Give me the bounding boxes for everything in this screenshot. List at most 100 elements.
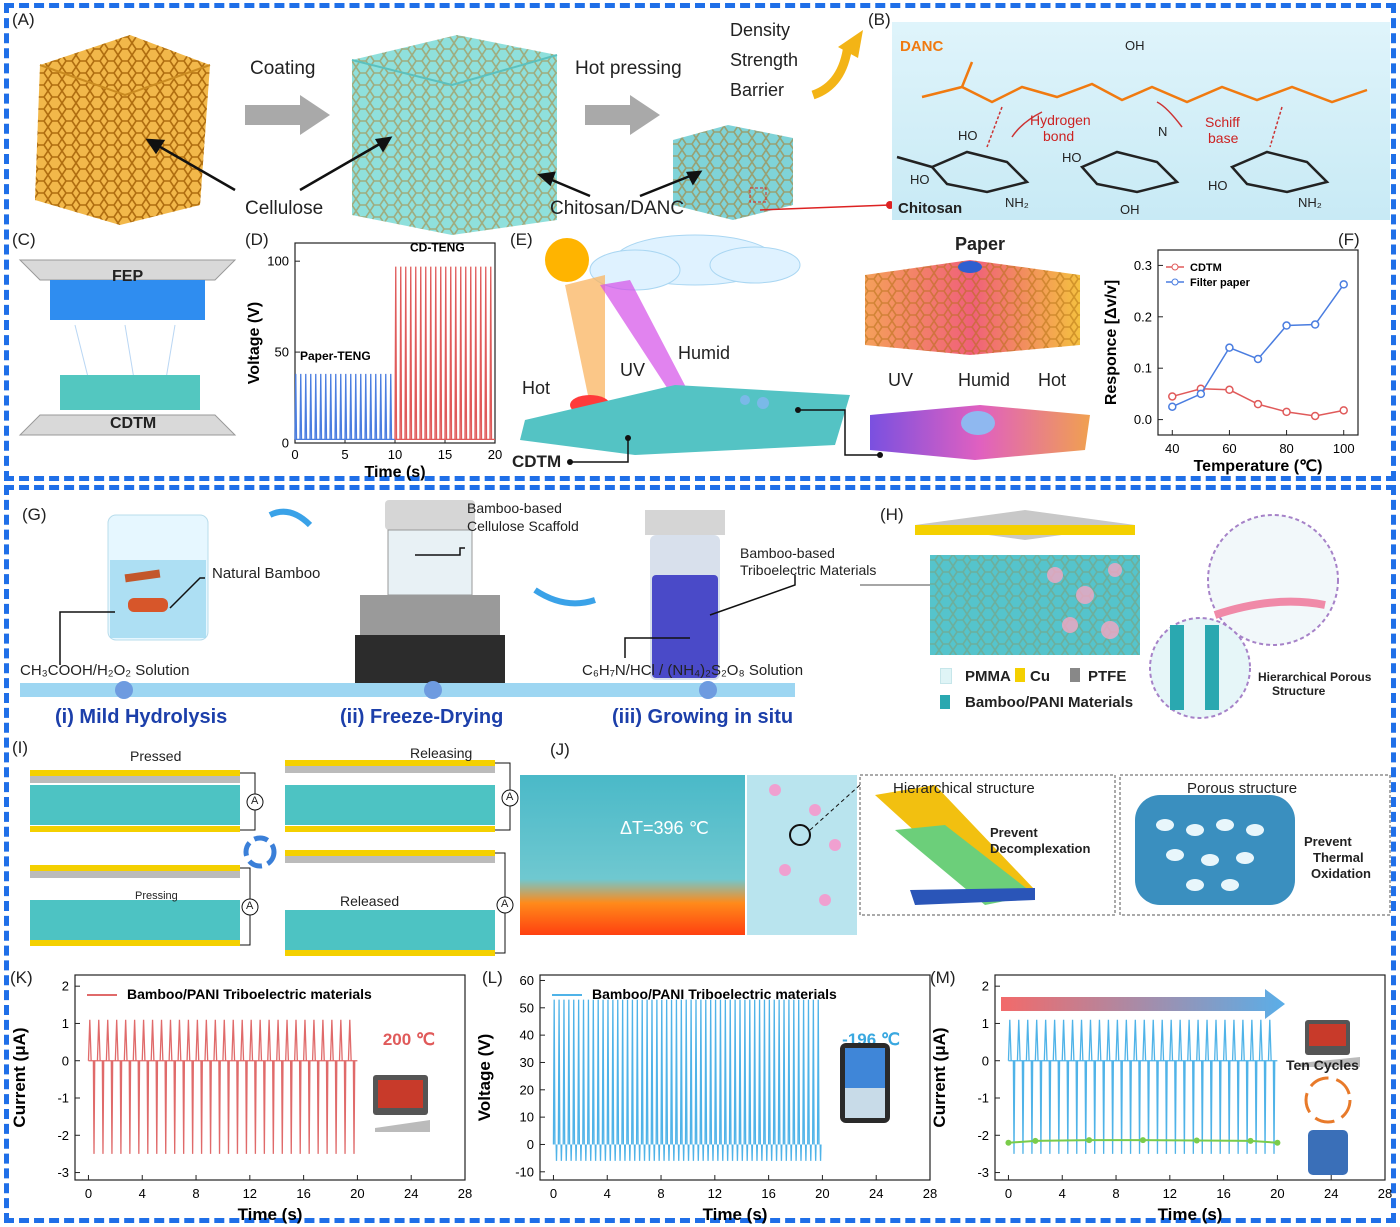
y-axis-label: Voltage (V) — [475, 1034, 494, 1122]
cdtm-label-e: CDTM — [512, 452, 562, 471]
step-2-label: (ii) Freeze-Drying — [340, 706, 504, 728]
chitosan-label: Chitosan — [898, 200, 963, 217]
callout-arrows — [145, 136, 894, 211]
data-point — [1253, 399, 1263, 409]
hydrogen-bond-label-2: bond — [1043, 128, 1075, 144]
y-tick-label: -1 — [977, 1091, 989, 1106]
decomplexation-label: Decomplexation — [990, 841, 1091, 856]
y-axis-label: Current (μA) — [10, 1027, 29, 1127]
data-point — [1282, 321, 1291, 330]
working-mechanism-diagram — [30, 760, 519, 956]
releasing-label: Releasing — [410, 745, 473, 761]
ho-label-2: HO — [910, 172, 930, 187]
series-label: CD-TENG — [410, 241, 465, 255]
ho-label-3: HO — [1062, 150, 1082, 165]
top-panel-frame — [4, 3, 1396, 481]
x-tick-label: 12 — [243, 1186, 257, 1201]
panel-label-l: (L) — [482, 968, 503, 987]
cellulose-cube-image — [35, 35, 211, 225]
series-line — [552, 999, 822, 1161]
x-tick-label: 8 — [657, 1186, 664, 1201]
y-axis-label: Responce [Δv/v] — [1103, 280, 1120, 405]
temperature-annotation: 200 ℃ — [383, 1030, 435, 1049]
humid-label: Humid — [678, 343, 731, 363]
legend-pmma: PMMA — [965, 668, 1011, 685]
x-tick-label: 16 — [296, 1186, 310, 1201]
y-tick-label: -10 — [515, 1164, 534, 1179]
data-point — [1225, 343, 1234, 352]
panel-label-m: (M) — [930, 968, 956, 987]
strength-label: Strength — [730, 50, 799, 70]
uv-label-2: UV — [888, 370, 914, 390]
fep-label: FEP — [112, 268, 144, 285]
series-line-cd-teng — [394, 266, 495, 441]
y-tick-label: 20 — [520, 1082, 534, 1097]
natural-bamboo-label: Natural Bamboo — [212, 565, 321, 582]
oxidation-label: Oxidation — [1311, 866, 1371, 881]
step-1-label: (i) Mild Hydrolysis — [55, 706, 228, 728]
x-tick-label: 60 — [1222, 441, 1236, 456]
panel-label-i: (I) — [12, 738, 29, 757]
y-tick-label: -3 — [977, 1165, 989, 1180]
ammeter-label-1: A — [251, 795, 259, 807]
legend-cu-swatch — [1015, 668, 1025, 682]
plot-frame — [1157, 249, 1359, 436]
data-point — [1225, 385, 1234, 395]
x-tick-label: 28 — [923, 1186, 937, 1201]
barrier-label: Barrier — [730, 80, 785, 100]
coated-cube-image — [351, 35, 558, 235]
prevent-label-2: Prevent — [1304, 834, 1352, 849]
x-tick-label: 28 — [458, 1186, 472, 1201]
thermal-stability-illustration — [520, 774, 1391, 935]
y-tick-label: 0 — [282, 436, 289, 451]
heater-device-image — [373, 1075, 430, 1132]
released-label: Released — [340, 893, 400, 909]
data-point — [1032, 1137, 1039, 1144]
y-tick-label: 2 — [982, 979, 989, 994]
x-tick-label: 24 — [869, 1186, 883, 1201]
legend-marker — [1171, 278, 1179, 286]
y-tick-label: 60 — [520, 973, 534, 988]
data-point — [1168, 392, 1177, 401]
y-tick-label: 2 — [62, 979, 69, 994]
ammeter-label-3: A — [246, 900, 254, 912]
x-tick-label: 0 — [291, 447, 298, 462]
ten-cycles-label: Ten Cycles — [1286, 1057, 1359, 1073]
legend-label: Filter paper — [1190, 277, 1251, 289]
y-tick-label: 1 — [982, 1016, 989, 1031]
x-tick-label: 20 — [1270, 1186, 1284, 1201]
oh-label-2: OH — [1120, 202, 1140, 217]
data-point — [1339, 280, 1348, 289]
schiff-base-label-2: base — [1208, 130, 1239, 146]
up-arrow-icon — [811, 30, 863, 100]
legend-bamboo-pani-swatch — [940, 695, 950, 709]
x-tick-label: 20 — [350, 1186, 364, 1201]
chart-f: 40 60 80 100 0.0 0.1 0.2 0.3 Temperature (℃) Resp… — [1103, 249, 1359, 475]
porous-structure-label: Porous structure — [1187, 780, 1298, 797]
data-point — [1247, 1137, 1254, 1144]
data-point — [1139, 1137, 1146, 1144]
x-tick-label: 12 — [1163, 1186, 1177, 1201]
schiff-base-label-1: Schiff — [1205, 114, 1240, 130]
cryogenic-device-image — [840, 1043, 890, 1123]
arrow-hot-pressing — [585, 95, 660, 135]
data-point — [1310, 411, 1320, 421]
y-tick-label: 0.1 — [1134, 361, 1152, 376]
cycle-devices-image — [1300, 1020, 1360, 1175]
chitosan-danc-label: Chitosan/DANC — [550, 198, 685, 219]
hot-label: Hot — [522, 378, 551, 398]
data-point — [1339, 406, 1348, 415]
hierarchical-porous-label-2: Structure — [1272, 684, 1326, 698]
chart-d: 0 5 10 15 20 0 50 100 Time (s) Voltage (V) Paper-T… — [246, 241, 502, 481]
data-point — [1005, 1139, 1012, 1146]
x-tick-label: 20 — [815, 1186, 829, 1201]
panel-label-k: (K) — [10, 968, 33, 987]
panel-label-d: (D) — [245, 230, 269, 249]
x-axis-label: Time (s) — [703, 1205, 768, 1224]
panel-label-f: (F) — [1338, 230, 1360, 249]
legend-label: CDTM — [1190, 262, 1222, 274]
hierarchical-porous-label-1: Hierarchical Porous — [1258, 670, 1372, 684]
y-tick-label: 0.0 — [1134, 412, 1152, 427]
